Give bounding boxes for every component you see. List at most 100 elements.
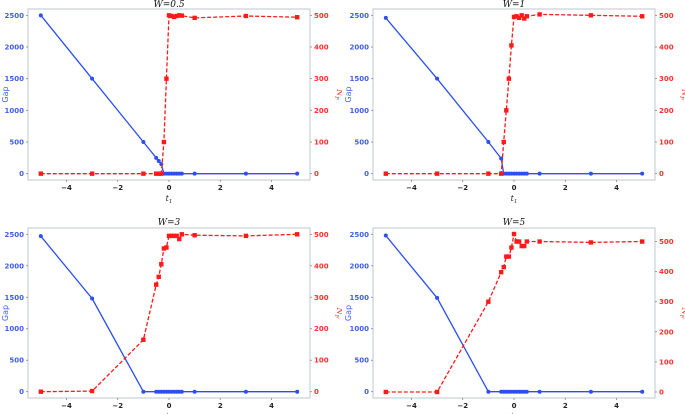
x-tick: −2: [457, 402, 468, 410]
y-axis-label-right: NF: [678, 307, 685, 319]
y-tick-left: 1000: [350, 107, 370, 115]
nf-marker: [383, 389, 389, 395]
x-tick: 0: [512, 184, 517, 192]
nf-marker: [141, 337, 146, 342]
y-tick-right: 500: [659, 12, 674, 20]
nf-line: [385, 231, 643, 393]
gap-marker: [524, 389, 529, 394]
x-tick: 0: [167, 402, 172, 410]
gap-marker: [588, 171, 593, 176]
x-tick: −4: [61, 184, 72, 192]
nf-marker: [522, 243, 527, 249]
nf-marker: [179, 232, 185, 237]
y-tick-left: 1000: [5, 325, 25, 333]
nf-marker: [153, 282, 159, 287]
nf-marker: [639, 239, 645, 244]
nf-marker: [537, 239, 542, 244]
gap-marker: [90, 76, 95, 81]
y-tick-left: 0: [364, 170, 369, 178]
nf-marker: [519, 243, 524, 249]
nf-line: [40, 14, 298, 175]
gap-marker: [524, 171, 529, 176]
nf-marker: [524, 14, 530, 19]
x-tick: 2: [218, 184, 223, 192]
y-tick-left: 2500: [350, 12, 370, 20]
y-tick-left: 0: [19, 170, 24, 178]
nf-marker: [89, 388, 95, 394]
nf-marker: [506, 254, 512, 259]
y-tick-right: 400: [659, 44, 674, 52]
nf-marker: [169, 13, 174, 19]
gap-marker: [141, 389, 146, 394]
nf-marker: [177, 236, 182, 242]
chart-title: W=3: [158, 218, 181, 228]
nf-marker: [294, 232, 300, 237]
nf-marker: [192, 15, 197, 21]
y-axis-label-left: Gap: [344, 305, 353, 321]
gap-marker: [179, 389, 184, 394]
nf-line: [40, 233, 298, 393]
nf-marker: [383, 171, 389, 176]
x-tick: 0: [167, 184, 172, 192]
nf-marker: [509, 245, 514, 250]
gap-marker: [435, 76, 440, 81]
gap-marker: [192, 389, 197, 394]
chart-w3-svg: W=3 0 500 1000 1500 2000 2500 0 100 200 300 400 500 −…: [1, 218, 342, 414]
y-tick-right: 300: [659, 298, 674, 306]
y-tick-left: 2000: [5, 262, 25, 270]
x-tick: 4: [614, 402, 619, 410]
nf-marker: [159, 262, 164, 267]
chart-title: W=1: [503, 0, 526, 10]
gap-marker: [537, 171, 542, 176]
y-tick-right: 300: [659, 75, 674, 83]
nf-marker: [243, 233, 249, 239]
y-tick-left: 500: [354, 357, 369, 365]
y-axis-label-left: Gap: [1, 86, 10, 102]
nf-marker: [498, 270, 504, 275]
gap-marker: [640, 171, 645, 176]
plot-frame: [372, 227, 656, 399]
y-tick-right: 100: [659, 358, 674, 366]
y-tick-right: 100: [659, 139, 674, 147]
nf-line: [385, 13, 643, 175]
nf-marker: [164, 76, 169, 81]
y-tick-right: 400: [314, 44, 329, 52]
nf-marker: [509, 43, 514, 48]
x-tick: −4: [406, 184, 417, 192]
y-tick-left: 1500: [350, 75, 370, 83]
nf-marker: [161, 246, 167, 251]
gap-line: [385, 235, 643, 393]
nf-marker: [179, 13, 185, 18]
x-tick: 4: [614, 184, 619, 192]
nf-marker: [504, 254, 509, 259]
nf-marker: [171, 233, 177, 239]
nf-marker: [498, 171, 504, 176]
nf-marker: [588, 13, 594, 18]
gap-marker: [435, 295, 440, 300]
gap-marker: [588, 389, 593, 394]
gap-marker: [38, 234, 43, 239]
x-tick: 2: [563, 402, 568, 410]
y-tick-left: 2500: [350, 231, 370, 239]
y-tick-right: 400: [314, 262, 329, 270]
plot-frame: [27, 227, 311, 399]
gap-marker: [295, 171, 300, 176]
gap-marker: [486, 389, 491, 394]
nf-marker: [294, 15, 300, 20]
y-tick-left: 0: [19, 388, 24, 396]
gap-marker: [640, 389, 645, 394]
chart-title: W=5: [503, 218, 526, 228]
y-tick-right: 200: [659, 328, 674, 336]
y-tick-right: 100: [314, 139, 329, 147]
x-axis-label: t1: [166, 194, 173, 205]
y-tick-right: 500: [314, 231, 329, 239]
y-tick-right: 500: [659, 238, 674, 246]
nf-marker: [38, 389, 44, 394]
nf-marker: [504, 108, 509, 113]
gap-marker: [486, 140, 491, 144]
y-tick-right: 0: [314, 388, 319, 396]
y-tick-right: 0: [659, 170, 664, 178]
chart-w05-svg: W=0.5 0 500 1000 1500 2000 2500 0 100 200 300 400 50…: [1, 0, 342, 205]
nf-marker: [177, 13, 182, 18]
nf-marker: [169, 233, 174, 239]
